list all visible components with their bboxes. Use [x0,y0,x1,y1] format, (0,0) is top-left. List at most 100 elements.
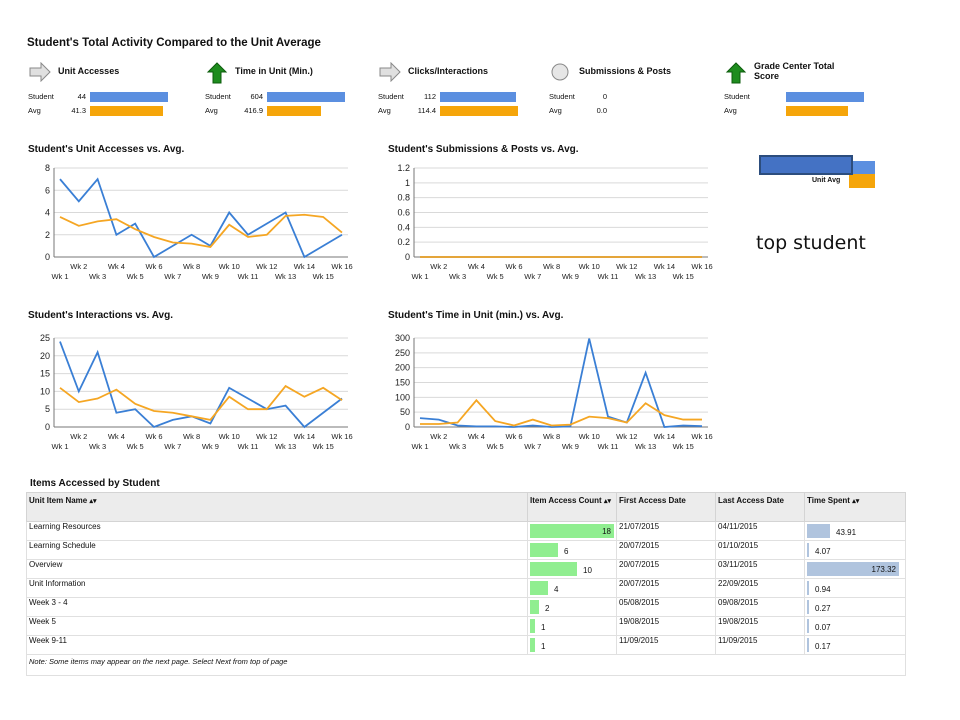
metric-value-avg: 41.3 [71,106,86,115]
x-tick-label: Wk 12 [616,262,637,271]
time-value: 0.27 [815,604,831,613]
series-line-1 [59,384,343,421]
table-title: Items Accessed by Student [30,478,160,489]
y-tick-label: 0.6 [397,208,410,218]
table-row[interactable]: Week 5 1 19/08/2015 19/08/2015 0.07 [26,616,906,636]
x-tick-label: Wk 5 [487,272,504,281]
column-header-time[interactable]: Time Spent ▴▾ [804,492,906,522]
table-row[interactable]: Learning Resources 18 21/07/2015 04/11/2015… [26,521,906,541]
count-bar [530,543,558,557]
column-header-count[interactable]: Item Access Count ▴▾ [527,492,617,522]
sort-icon[interactable]: ▴▾ [852,498,860,505]
item-name[interactable]: Week 5 [29,617,56,626]
time-bar [807,619,809,633]
count-value: 1 [541,623,546,632]
x-tick-label: Wk 16 [331,432,352,441]
x-tick-label: Wk 7 [164,442,181,451]
item-name[interactable]: Week 9-11 [29,636,67,645]
metric-0: Unit Accesses Student 44 Avg 41.3 [28,60,198,120]
x-tick-label: Wk 12 [256,262,277,271]
x-tick-label: Wk 11 [238,442,259,451]
x-tick-label: Wk 14 [294,262,315,271]
time-value: 43.91 [836,528,857,537]
item-name[interactable]: Learning Schedule [29,541,96,550]
table-row[interactable]: Week 3 - 4 2 05/08/2015 09/08/2015 0.27 [26,597,906,617]
x-tick-label: Wk 3 [89,272,106,281]
metric-label: Clicks/Interactions [408,66,489,76]
y-tick-label: 150 [395,378,410,388]
x-tick-label: Wk 1 [411,272,428,281]
item-name[interactable]: Overview [29,560,63,569]
x-tick-label: Wk 16 [691,262,712,271]
x-tick-label: Wk 2 [430,432,447,441]
metric-row-label: Avg [378,106,391,115]
sort-icon[interactable]: ▴▾ [89,498,97,505]
x-tick-label: Wk 11 [598,272,619,281]
table-row[interactable]: Week 9-11 1 11/09/2015 11/09/2015 0.17 [26,635,906,655]
metric-value-student: 112 [424,92,436,101]
last-access-date: 22/09/2015 [718,579,759,588]
metric-value-avg: 114.4 [417,106,436,115]
column-header-name[interactable]: Unit Item Name ▴▾ [26,492,528,522]
metric-row-label: Student [549,92,575,101]
metric-value-student: 0 [602,92,607,101]
series-line-0 [59,341,343,429]
column-header-last[interactable]: Last Access Date [715,492,805,522]
count-bar [530,619,535,633]
metric-bar-student [90,92,168,102]
x-tick-label: Wk 6 [145,432,162,441]
chart-title-interactions: Student's Interactions vs. Avg. [28,310,173,321]
last-access-date: 04/11/2015 [718,522,758,531]
last-access-date: 19/08/2015 [718,617,759,626]
metric-label: Unit Accesses [58,66,120,76]
y-tick-label: 4 [45,208,50,218]
x-tick-label: Wk 2 [70,262,87,271]
x-tick-label: Wk 1 [51,272,68,281]
legend-avg-label: Unit Avg [812,177,841,184]
x-tick-label: Wk 9 [202,442,219,451]
metric-value-student: 604 [250,92,263,101]
y-tick-label: 5 [45,404,50,414]
count-bar [530,581,548,595]
highlight-box [759,155,853,175]
metric-value-avg: 0.0 [596,106,607,115]
legend-avg-swatch [849,174,875,188]
item-name[interactable]: Week 3 - 4 [29,598,68,607]
x-tick-label: Wk 7 [524,442,541,451]
time-bar: 173.32 [807,562,899,576]
x-tick-label: Wk 8 [183,262,200,271]
metric-1: Time in Unit (Min.) Student 604 Avg 416.9 [205,60,375,120]
time-bar [807,600,809,614]
last-access-date: 01/10/2015 [718,541,759,550]
sort-icon[interactable]: ▴▾ [603,498,611,505]
time-value: 4.07 [815,547,831,556]
count-value: 4 [554,585,559,594]
x-tick-label: Wk 4 [468,432,485,441]
item-name[interactable]: Learning Resources [29,522,101,531]
metric-row-label: Student [378,92,404,101]
first-access-date: 20/07/2015 [619,541,660,550]
column-header-first[interactable]: First Access Date [616,492,716,522]
item-name[interactable]: Unit Information [29,579,86,588]
table-row[interactable]: Unit Information 4 20/07/2015 22/09/2015 0.9… [26,578,906,598]
time-value: 0.07 [815,623,831,632]
x-tick-label: Wk 4 [108,432,125,441]
time-bar [807,581,809,595]
metric-row-label: Student [724,92,750,101]
green-arrow-up-icon [205,62,229,84]
first-access-date: 19/08/2015 [619,617,660,626]
x-tick-label: Wk 13 [635,442,656,451]
y-tick-label: 0 [405,422,410,432]
x-tick-label: Wk 3 [449,442,466,451]
y-tick-label: 0 [45,422,50,432]
table-row[interactable]: Learning Schedule 6 20/07/2015 01/10/2015 4.… [26,540,906,560]
page-title: Student's Total Activity Compared to the… [27,37,321,49]
time-value: 0.17 [815,642,831,651]
table-row[interactable]: Overview 10 20/07/2015 03/11/2015 173.32 [26,559,906,579]
y-tick-label: 2 [45,230,50,240]
x-tick-label: Wk 10 [579,432,600,441]
y-tick-label: 8 [45,163,50,173]
x-tick-label: Wk 5 [487,442,504,451]
